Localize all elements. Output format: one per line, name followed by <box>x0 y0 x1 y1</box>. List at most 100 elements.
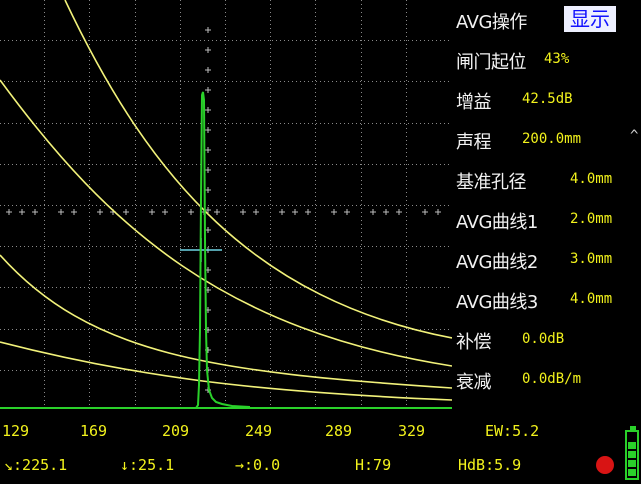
axis-tick-label: 169 <box>80 422 108 440</box>
battery-cap <box>630 426 636 430</box>
grid-plus-marker <box>205 27 211 33</box>
grid-plus-marker <box>214 209 220 215</box>
depth-value: :25.1 <box>129 456 175 474</box>
menu-item-value: 0.0dB <box>522 331 565 347</box>
menu-item-label: AVG曲线2 <box>456 252 538 273</box>
menu-item-label: 基准孔径 <box>456 172 527 193</box>
right-arrow-icon: → <box>235 456 245 474</box>
menu-item-value: 2.0mm <box>570 211 613 227</box>
grid-plus-marker <box>240 209 246 215</box>
menu-item-value: 0.0dB/m <box>522 371 582 387</box>
menu-item-value: 200.0mm <box>522 131 582 147</box>
a-scan-svg <box>0 0 452 412</box>
menu-item-reference-hole[interactable]: 基准孔径 4.0mm <box>452 164 641 194</box>
menu-item-label: AVG曲线1 <box>456 212 538 233</box>
menu-item-range[interactable]: 声程 200.0mm ^ <box>452 124 641 154</box>
grid-plus-marker <box>331 209 337 215</box>
grid-plus-marker <box>205 67 211 73</box>
grid-plus-marker <box>205 87 211 93</box>
echo-signal <box>0 91 452 409</box>
battery-bar <box>628 442 636 449</box>
battery-icon <box>625 426 639 480</box>
caret-up-icon: ^ <box>630 128 639 144</box>
menu-item-gain[interactable]: 增益 42.5dB <box>452 84 641 114</box>
grid-plus-marker <box>97 209 103 215</box>
grid-plus-marker <box>188 209 194 215</box>
grid-plus-marker <box>305 209 311 215</box>
slant-arrow-icon: ↘ <box>4 456 14 474</box>
battery-bar <box>628 460 636 467</box>
avg-curve <box>64 0 452 339</box>
slant-distance-readout: ↘:225.1 <box>4 456 67 474</box>
horizontal-distance-readout: →:0.0 <box>235 456 280 474</box>
grid-plus-marker <box>162 209 168 215</box>
menu-item-value: 4.0mm <box>570 291 613 307</box>
red-dot-icon <box>596 456 614 474</box>
grid-plus-marker <box>58 209 64 215</box>
menu-item-label: AVG曲线3 <box>456 292 538 313</box>
avg-curve <box>0 341 452 401</box>
grid-plus-marker <box>123 209 129 215</box>
avg-curve <box>0 79 452 367</box>
horizontal-distance-value: :0.0 <box>244 456 281 474</box>
grid-plus-marker <box>71 209 77 215</box>
menu-item-label: AVG操作 <box>456 12 527 33</box>
grid-plus-marker <box>422 209 428 215</box>
menu-item-label: 增益 <box>456 92 492 113</box>
menu-item-label: 衰减 <box>456 372 492 393</box>
avg-curve <box>0 254 452 389</box>
menu-item-value: 4.0mm <box>570 171 613 187</box>
menu-item-value: 42.5dB <box>522 91 573 107</box>
grid-plus-marker <box>19 209 25 215</box>
a-scan-display <box>0 0 452 412</box>
menu-item-avg-curve-2[interactable]: AVG曲线2 3.0mm <box>452 244 641 274</box>
height-readout: H:79 <box>355 456 392 474</box>
menu-item-avg-operation[interactable]: AVG操作 显示 <box>452 4 641 34</box>
grid-plus-marker <box>32 209 38 215</box>
menu-item-label: 补偿 <box>456 332 492 353</box>
avg-menu-panel: AVG操作 显示 闸门起位 43% 增益 42.5dB 声程 200.0mm ^… <box>452 0 641 412</box>
grid-plus-marker <box>205 167 211 173</box>
grid-plus-marker <box>253 209 259 215</box>
battery-bar <box>628 451 636 458</box>
grid-plus-marker <box>205 147 211 153</box>
grid-plus-marker <box>149 209 155 215</box>
menu-item-gate-start[interactable]: 闸门起位 43% <box>452 44 641 74</box>
depth-readout: ↓:25.1 <box>120 456 174 474</box>
grid-plus-marker <box>396 209 402 215</box>
grid <box>0 0 452 412</box>
menu-item-label: 闸门起位 <box>456 52 527 73</box>
grid-plus-marker <box>279 209 285 215</box>
grid-plus-marker <box>205 47 211 53</box>
grid-plus-marker <box>205 207 211 213</box>
echo-width-readout: EW:5.2 <box>485 422 540 440</box>
grid-plus-marker <box>344 209 350 215</box>
axis-tick-label: 249 <box>245 422 273 440</box>
menu-item-label: 声程 <box>456 132 492 153</box>
menu-item-value: 3.0mm <box>570 251 613 267</box>
grid-plus-marker <box>6 209 12 215</box>
echo-peak <box>195 91 251 409</box>
avg-curves <box>0 0 452 401</box>
grid-plus-marker <box>370 209 376 215</box>
axis-tick-label: 329 <box>398 422 426 440</box>
axis-tick-label: 289 <box>325 422 353 440</box>
battery-bar <box>628 469 636 476</box>
axis-tick-label: 129 <box>2 422 30 440</box>
menu-item-value-highlighted[interactable]: 显示 <box>564 6 616 32</box>
grid-plus-marker <box>205 127 211 133</box>
axis-tick-label: 209 <box>162 422 190 440</box>
menu-item-avg-curve-3[interactable]: AVG曲线3 4.0mm <box>452 284 641 314</box>
down-arrow-icon: ↓ <box>120 456 130 474</box>
menu-item-value: 43% <box>544 51 570 67</box>
grid-plus-marker <box>205 107 211 113</box>
menu-item-attenuation[interactable]: 衰减 0.0dB/m <box>452 364 641 394</box>
grid-plus-marker <box>205 227 211 233</box>
grid-plus-marker <box>292 209 298 215</box>
menu-item-avg-curve-1[interactable]: AVG曲线1 2.0mm <box>452 204 641 234</box>
status-bar: 129 169 209 249 289 329 EW:5.2 ↘:225.1 ↓… <box>0 412 641 484</box>
hdb-readout: HdB:5.9 <box>458 456 522 474</box>
menu-item-compensation[interactable]: 补偿 0.0dB <box>452 324 641 354</box>
grid-plus-marker <box>205 187 211 193</box>
